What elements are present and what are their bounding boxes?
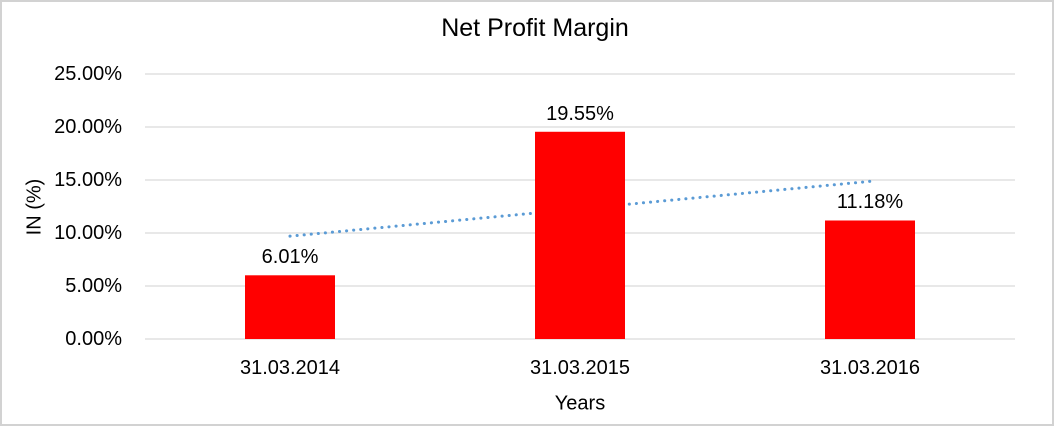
chart-title: Net Profit Margin bbox=[441, 14, 629, 42]
bar-31.03.2015 bbox=[535, 131, 625, 339]
y-axis-title: IN (%) bbox=[23, 178, 46, 236]
y-tick-label: 5.00% bbox=[65, 275, 122, 297]
y-tick-label: 25.00% bbox=[54, 63, 122, 85]
y-tick-label: 20.00% bbox=[54, 116, 122, 138]
bar-31.03.2014 bbox=[245, 275, 335, 339]
y-tick-label: 0.00% bbox=[65, 328, 122, 350]
bar-data-label: 6.01% bbox=[261, 246, 319, 269]
y-tick-label: 10.00% bbox=[54, 222, 122, 244]
bar-31.03.2016 bbox=[825, 220, 915, 339]
x-tick-label: 31.03.2015 bbox=[529, 357, 631, 379]
x-tick-label: 31.03.2014 bbox=[239, 357, 341, 379]
bar-data-label: 19.55% bbox=[546, 102, 614, 125]
y-tick-label: 15.00% bbox=[54, 169, 122, 191]
x-axis-title: Years bbox=[554, 392, 606, 415]
x-tick-label: 31.03.2016 bbox=[819, 357, 921, 379]
bar-data-label: 11.18% bbox=[836, 191, 904, 214]
